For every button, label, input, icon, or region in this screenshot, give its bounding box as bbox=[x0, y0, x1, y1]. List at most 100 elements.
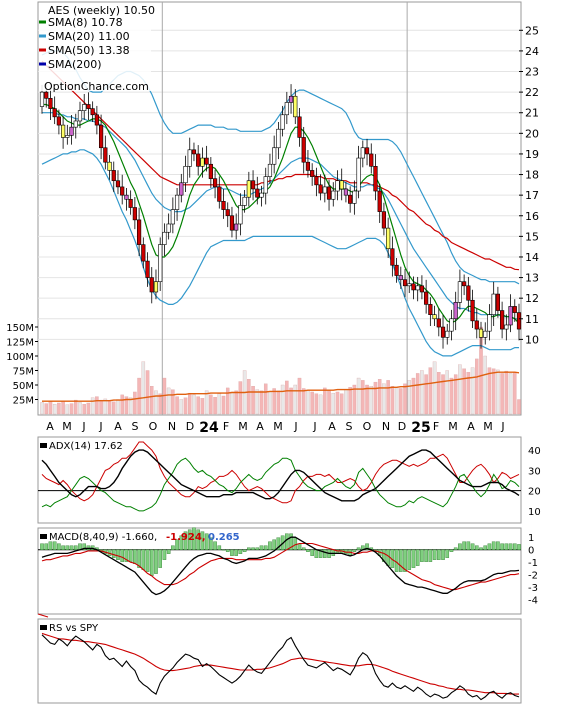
volume-bar bbox=[86, 402, 91, 415]
volume-bar bbox=[301, 388, 306, 415]
macd-histogram-bar bbox=[137, 549, 141, 568]
macd-histogram-bar bbox=[483, 545, 488, 550]
macd-histogram-bar bbox=[415, 549, 420, 566]
candle-body bbox=[483, 330, 488, 338]
volume-bar bbox=[255, 389, 260, 415]
macd-signal-line bbox=[41, 542, 520, 591]
macd-histogram-bar bbox=[424, 549, 428, 562]
macd-line bbox=[41, 536, 520, 596]
macd-histogram-bar bbox=[242, 549, 247, 552]
candle-body bbox=[145, 260, 150, 278]
volume-bar bbox=[251, 386, 255, 415]
volume-bar bbox=[513, 372, 517, 415]
candle-body bbox=[44, 91, 49, 99]
volume-bar bbox=[323, 387, 327, 415]
candle-body bbox=[394, 264, 399, 276]
candle-body bbox=[221, 201, 226, 210]
candle-body bbox=[115, 180, 121, 188]
price-tick-label: 24 bbox=[525, 45, 539, 58]
candle-body bbox=[276, 128, 281, 149]
macd-histogram-bar bbox=[141, 549, 146, 570]
month-label: M bbox=[448, 420, 458, 433]
volume-bar bbox=[150, 386, 154, 415]
adx-title: ADX(14) 17.62 bbox=[49, 441, 123, 452]
month-label: N bbox=[382, 420, 390, 433]
candle-body bbox=[462, 281, 467, 287]
macd-histogram-bar bbox=[44, 543, 49, 550]
macd-histogram-bar bbox=[496, 541, 500, 550]
candle-body bbox=[174, 194, 180, 210]
macd-panel: 1 0-1 -2-3 -4 bbox=[38, 527, 538, 607]
macd-histogram-bar bbox=[314, 549, 319, 558]
macd-histogram-bar bbox=[356, 547, 361, 550]
candle-body bbox=[432, 314, 437, 320]
candle-body bbox=[318, 184, 323, 194]
adx-tick-label: 40 bbox=[528, 446, 541, 457]
macd-histogram-bar bbox=[124, 549, 129, 562]
candle-body bbox=[415, 285, 420, 291]
candle-body bbox=[124, 194, 129, 200]
volume-bar bbox=[382, 383, 386, 415]
candle-body bbox=[82, 104, 87, 111]
macd-histogram-bar bbox=[263, 545, 268, 550]
month-label: F bbox=[223, 420, 229, 433]
watermark: OptionChance.com bbox=[44, 80, 149, 93]
macd-histogram-bar bbox=[289, 533, 293, 550]
rs-title: RS vs SPY bbox=[49, 623, 99, 634]
macd-histogram-bar bbox=[149, 549, 154, 576]
candle-body bbox=[166, 223, 171, 233]
volume-bar bbox=[441, 374, 445, 415]
macd-histogram-bar bbox=[162, 549, 167, 560]
volume-bar bbox=[508, 373, 513, 415]
month-label: M bbox=[273, 420, 283, 433]
candle-body bbox=[128, 198, 133, 208]
volume-bar bbox=[247, 379, 251, 415]
volume-bar bbox=[458, 364, 462, 415]
volume-bar bbox=[200, 398, 205, 415]
macd-title-marker bbox=[40, 534, 47, 539]
macd-histogram-bar bbox=[48, 541, 53, 550]
volume-bar bbox=[466, 372, 471, 415]
macd-histogram-bar bbox=[133, 549, 137, 564]
adx-line bbox=[41, 449, 520, 502]
macd-histogram-bar bbox=[500, 543, 504, 550]
candlesticks bbox=[39, 83, 522, 349]
volume-bar bbox=[453, 374, 458, 415]
candle-body bbox=[284, 102, 289, 116]
volume-bar bbox=[57, 402, 61, 415]
candle-body bbox=[48, 98, 53, 109]
rs-line bbox=[41, 634, 520, 701]
macd-tick-label: -3 bbox=[528, 583, 538, 594]
volume-layer bbox=[40, 326, 521, 415]
volume-bar bbox=[204, 390, 209, 415]
macd-histogram-bar bbox=[61, 545, 65, 550]
candle-body bbox=[208, 163, 213, 179]
candle-body bbox=[512, 306, 517, 313]
candle-body bbox=[428, 304, 433, 315]
macd-histogram-bar bbox=[428, 549, 433, 562]
month-label: J bbox=[81, 420, 85, 433]
macd-histogram-bar bbox=[251, 547, 255, 550]
volume-bar bbox=[500, 373, 504, 415]
legend-background bbox=[39, 3, 151, 91]
candle-body bbox=[196, 153, 201, 167]
volume-bar bbox=[225, 387, 230, 415]
volume-bar bbox=[470, 367, 475, 415]
macd-histogram-bar bbox=[217, 545, 222, 550]
month-label: J bbox=[312, 420, 316, 433]
macd-histogram-bar bbox=[259, 545, 264, 550]
candle-body bbox=[491, 293, 496, 315]
candle-body bbox=[487, 314, 492, 332]
macd-histogram-bar bbox=[158, 549, 162, 568]
volume-bar bbox=[112, 401, 116, 415]
macd-histogram-bar bbox=[420, 549, 424, 562]
legend-entry: SMA(20) 11.00 bbox=[48, 30, 130, 43]
volume-axis: 25M 50M 75M 100M 125M 150M bbox=[6, 323, 38, 407]
volume-bar bbox=[415, 373, 420, 415]
volume-tick-label: 150M bbox=[6, 323, 34, 334]
volume-bar bbox=[310, 391, 314, 415]
volume-bar bbox=[259, 390, 264, 415]
macd-histogram-bar bbox=[86, 545, 91, 550]
volume-bar bbox=[487, 367, 492, 415]
